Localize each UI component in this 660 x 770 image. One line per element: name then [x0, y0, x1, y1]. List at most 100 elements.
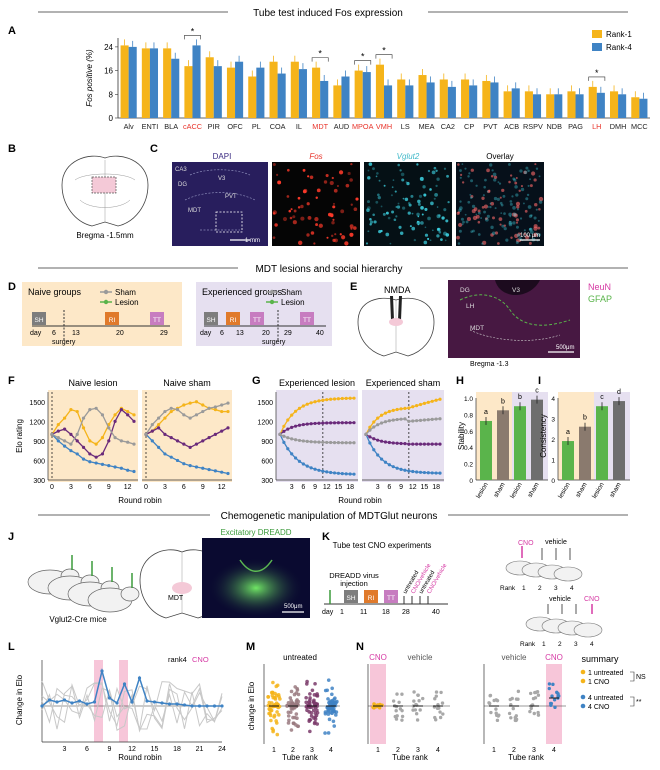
- elo-point: [56, 422, 60, 427]
- fos-cell: [347, 171, 351, 176]
- overlay-cell: [494, 231, 499, 235]
- elo-point: [201, 403, 205, 407]
- overlay-cell: [520, 184, 524, 188]
- elo-point: [344, 441, 348, 445]
- vglut2-cell: [430, 201, 434, 206]
- fos-cell: [297, 206, 301, 209]
- fos-cell: [313, 242, 316, 245]
- vglut2-cell: [407, 211, 411, 215]
- bar-rank-1-ofc: [226, 67, 236, 118]
- data-point: [328, 701, 332, 706]
- panel-letter-m: M: [246, 641, 255, 653]
- elo-point: [415, 442, 419, 446]
- summary-row: 1 CNO: [588, 679, 610, 686]
- overlay-cell: [531, 171, 536, 176]
- overlay-cell: [468, 172, 471, 175]
- legend-dot: [580, 694, 586, 700]
- vglut2-cell: [427, 216, 431, 221]
- bar-rank-4-coa: [277, 73, 286, 118]
- vglut2-cell: [441, 216, 445, 220]
- elo-point: [182, 403, 186, 407]
- elo-point: [418, 442, 423, 446]
- elo-point: [305, 422, 309, 426]
- overlay-cell: [502, 194, 506, 198]
- bar-rank-1-mea: [418, 75, 427, 118]
- vglut2-cell: [401, 178, 405, 182]
- fos-cell: [293, 209, 297, 213]
- elo-point: [157, 422, 161, 427]
- data-point: [400, 718, 404, 722]
- bar-rank-1-pir: [205, 57, 214, 118]
- vglut2-cell: [402, 206, 406, 210]
- elo-point: [286, 418, 290, 422]
- elo-point: [297, 438, 302, 443]
- significance-letter: b: [501, 398, 505, 405]
- overlay-cell: [537, 233, 541, 237]
- rank4-point: [175, 702, 179, 706]
- data-point: [269, 701, 274, 705]
- vglut2-cell: [397, 163, 400, 167]
- scale-500um: 500μm: [284, 604, 302, 610]
- scale-100um: 100 μm: [520, 233, 540, 239]
- bar-rank-1-pl: [248, 76, 257, 118]
- elo-point: [226, 401, 230, 405]
- elo-point: [157, 426, 161, 430]
- elo-point: [297, 423, 302, 427]
- vglut2-cell: [411, 226, 416, 231]
- data-point: [308, 692, 312, 696]
- overlay-cell: [499, 223, 502, 226]
- panel-letter-d: D: [8, 281, 16, 293]
- rank4-point: [152, 700, 157, 704]
- panel-letter-g: G: [252, 375, 261, 387]
- day-tick: 11: [360, 609, 367, 616]
- elo-point: [100, 462, 105, 466]
- elo-point: [411, 419, 415, 423]
- vglut2-cell: [417, 223, 420, 226]
- elo-point: [290, 437, 294, 441]
- round-robin-xlabel: Round robin: [118, 496, 162, 505]
- region-dg: DG: [178, 182, 187, 188]
- elo-point: [391, 408, 395, 412]
- data-point: [372, 706, 376, 710]
- x-tick-label: 24: [218, 746, 226, 753]
- data-point: [516, 689, 521, 694]
- legend-sham: [100, 289, 112, 295]
- elo-point: [399, 407, 403, 411]
- overlay-cell: [528, 227, 533, 232]
- elo-point: [352, 472, 356, 476]
- data-point: [330, 686, 334, 691]
- data-point: [495, 713, 499, 718]
- x-tick-label: ACB: [504, 122, 519, 131]
- elo-point: [126, 409, 130, 414]
- cno-highlight: [119, 660, 128, 742]
- data-point: [274, 719, 278, 723]
- elo-point: [336, 397, 341, 401]
- rank-tick: 2: [558, 641, 562, 648]
- elo-point: [50, 432, 54, 436]
- tube-rank-xlabel: Tube rank: [282, 753, 319, 762]
- bar-rank-4-ndb: [554, 94, 563, 118]
- significance-bracket: [588, 76, 606, 81]
- elo-point: [411, 405, 415, 409]
- data-point: [495, 718, 500, 723]
- elo-point: [56, 429, 60, 433]
- elo-point: [348, 396, 352, 400]
- data-point: [309, 711, 314, 715]
- elo-point: [63, 416, 67, 420]
- overlay-cell: [467, 175, 470, 178]
- data-point: [286, 714, 291, 718]
- elo-point: [157, 445, 161, 450]
- x-tick-label: lesion: [557, 481, 572, 500]
- vglut2-cell: [429, 188, 432, 191]
- data-point: [308, 729, 312, 734]
- cno-label: CNO: [584, 596, 600, 603]
- fos-cell: [272, 210, 277, 215]
- data-point: [533, 696, 538, 700]
- x-tick-label: 3: [63, 746, 67, 753]
- data-point: [305, 679, 309, 684]
- elo-point: [63, 427, 67, 431]
- elo-point: [336, 441, 341, 445]
- elo-point: [332, 397, 337, 401]
- elo-point: [332, 421, 337, 425]
- elo-point: [290, 413, 294, 417]
